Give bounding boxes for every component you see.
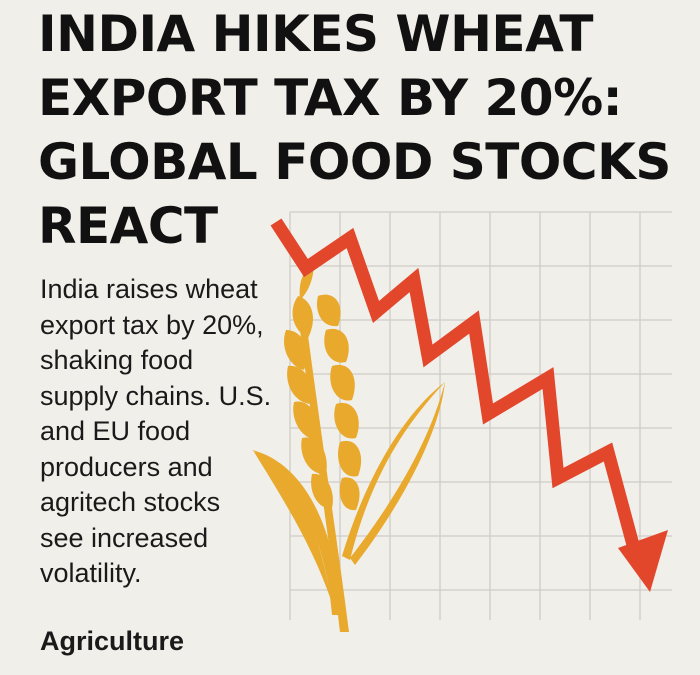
headline-line: REACT [38, 197, 218, 255]
category-label: Agriculture [40, 626, 185, 656]
summary-line: export tax by 20%, [40, 309, 264, 340]
summary-line: and EU food [40, 416, 191, 446]
summary-line: India raises wheat [40, 274, 258, 304]
summary-line: shaking food [40, 345, 194, 375]
headline-line: GLOBAL FOOD STOCKS [38, 133, 671, 191]
summary-line: agritech stocks [40, 487, 221, 517]
headline: INDIA HIKES WHEAT EXPORT TAX BY 20%: GLO… [38, 2, 678, 258]
summary-line: see increased [40, 522, 209, 553]
wheat-stalk-icon [252, 262, 445, 632]
summary-text: India raises wheat export tax by 20%, sh… [40, 272, 286, 592]
headline-line: INDIA HIKES WHEAT [38, 5, 594, 63]
summary-line: producers and [40, 451, 213, 482]
down-trend-arrow-icon [270, 218, 668, 592]
headline-line: EXPORT TAX BY 20%: [38, 69, 623, 127]
summary-line: volatility. [40, 558, 142, 588]
summary-line: supply chains. U.S. [40, 380, 272, 411]
